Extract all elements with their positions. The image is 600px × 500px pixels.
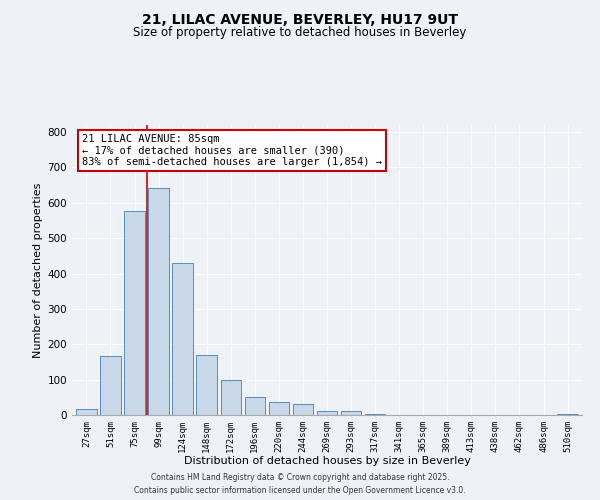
Text: 21 LILAC AVENUE: 85sqm
← 17% of detached houses are smaller (390)
83% of semi-de: 21 LILAC AVENUE: 85sqm ← 17% of detached… <box>82 134 382 167</box>
Bar <box>317 412 337 415</box>
Bar <box>124 210 145 415</box>
X-axis label: Distribution of detached houses by size in Beverley: Distribution of detached houses by size … <box>184 456 470 466</box>
Bar <box>245 398 265 415</box>
Text: Contains public sector information licensed under the Open Government Licence v3: Contains public sector information licen… <box>134 486 466 495</box>
Bar <box>341 411 361 415</box>
Bar <box>172 263 193 415</box>
Bar <box>221 380 241 415</box>
Text: Contains HM Land Registry data © Crown copyright and database right 2025.: Contains HM Land Registry data © Crown c… <box>151 472 449 482</box>
Y-axis label: Number of detached properties: Number of detached properties <box>34 182 43 358</box>
Bar <box>293 404 313 415</box>
Text: Size of property relative to detached houses in Beverley: Size of property relative to detached ho… <box>133 26 467 39</box>
Bar <box>148 188 169 415</box>
Bar <box>269 402 289 415</box>
Bar <box>196 355 217 415</box>
Bar <box>557 414 578 415</box>
Text: 21, LILAC AVENUE, BEVERLEY, HU17 9UT: 21, LILAC AVENUE, BEVERLEY, HU17 9UT <box>142 12 458 26</box>
Bar <box>365 414 385 415</box>
Bar <box>100 356 121 415</box>
Bar <box>76 408 97 415</box>
